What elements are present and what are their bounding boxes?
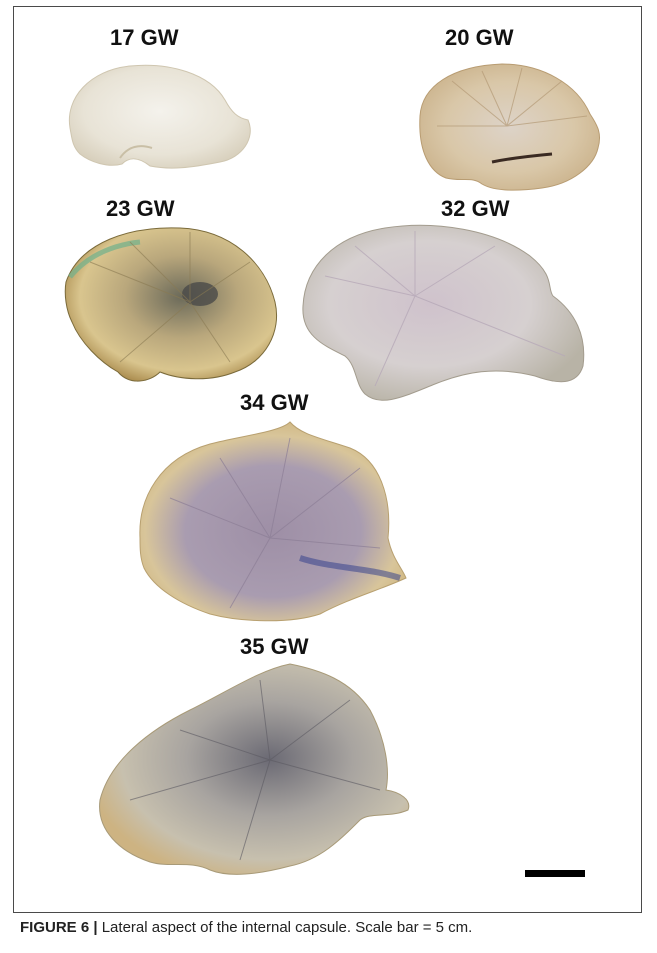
panel-label-32gw: 32 GW	[441, 196, 510, 221]
scale-bar	[525, 870, 585, 877]
caption-text: Lateral aspect of the internal capsule. …	[97, 919, 473, 936]
figure-frame	[13, 6, 642, 913]
specimen-17gw-image	[68, 64, 251, 169]
panel-label-34gw: 34 GW	[240, 390, 309, 415]
figure-number: FIGURE 6 |	[20, 919, 98, 936]
panel-label-17gw: 17 GW	[110, 25, 179, 50]
specimen-34gw-image	[139, 421, 407, 622]
specimen-32gw-image	[302, 224, 585, 401]
specimen-20gw-image	[419, 63, 601, 191]
specimen-23gw-image	[64, 227, 277, 382]
panel-label-35gw: 35 GW	[240, 634, 309, 659]
figure-caption: FIGURE 6 | Lateral aspect of the interna…	[20, 919, 472, 936]
specimen-35gw-image	[99, 663, 410, 875]
panel-label-23gw: 23 GW	[106, 196, 175, 221]
panel-label-20gw: 20 GW	[445, 25, 514, 50]
